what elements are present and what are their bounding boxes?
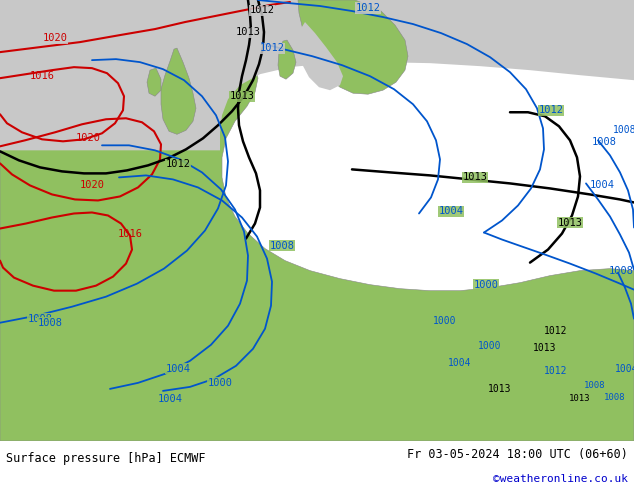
Text: 1008: 1008 [604,393,626,402]
Text: 1013: 1013 [488,384,512,394]
Text: 1000: 1000 [207,378,233,388]
Text: 1008: 1008 [27,314,53,324]
Text: 1012: 1012 [165,159,190,170]
Text: 1020: 1020 [79,180,105,191]
Text: 1013: 1013 [230,91,254,101]
Text: 1008: 1008 [613,125,634,135]
Text: 1004: 1004 [157,394,183,404]
Text: Fr 03-05-2024 18:00 UTC (06+60): Fr 03-05-2024 18:00 UTC (06+60) [407,448,628,461]
Text: 1008: 1008 [269,241,295,250]
Text: 1013: 1013 [533,343,557,353]
Text: 1012: 1012 [538,105,564,115]
Text: 1013: 1013 [557,218,583,227]
Text: 1012: 1012 [544,366,568,376]
Text: 1004: 1004 [590,180,614,191]
Text: 1000: 1000 [478,341,501,351]
Text: 1012: 1012 [259,43,285,53]
Polygon shape [0,0,634,150]
Text: 1008: 1008 [609,266,633,275]
Text: 1013: 1013 [235,27,261,37]
Text: Surface pressure [hPa] ECMWF: Surface pressure [hPa] ECMWF [6,452,206,465]
Polygon shape [161,48,196,134]
Text: ©weatheronline.co.uk: ©weatheronline.co.uk [493,474,628,484]
Polygon shape [278,40,296,79]
Polygon shape [0,50,634,441]
Text: 1004: 1004 [165,364,190,374]
Text: 1012: 1012 [544,326,568,336]
Text: 1008: 1008 [585,381,605,391]
Text: 1020: 1020 [42,33,67,43]
Text: 1016: 1016 [117,228,143,239]
Polygon shape [298,0,408,94]
Polygon shape [147,68,161,96]
Text: 1000: 1000 [474,280,498,290]
Text: 1008: 1008 [592,137,616,147]
Text: 1004: 1004 [448,358,472,368]
Text: 1000: 1000 [433,316,456,326]
Text: 1012: 1012 [356,3,380,13]
Text: 1004: 1004 [439,206,463,217]
Text: 1013: 1013 [462,172,488,182]
Text: 1012: 1012 [250,5,275,15]
Text: 1008: 1008 [37,318,63,328]
Polygon shape [299,22,343,90]
Text: 1013: 1013 [569,394,591,403]
Text: 1020: 1020 [75,133,101,143]
Text: 1004: 1004 [615,364,634,374]
Text: 1016: 1016 [30,71,55,81]
